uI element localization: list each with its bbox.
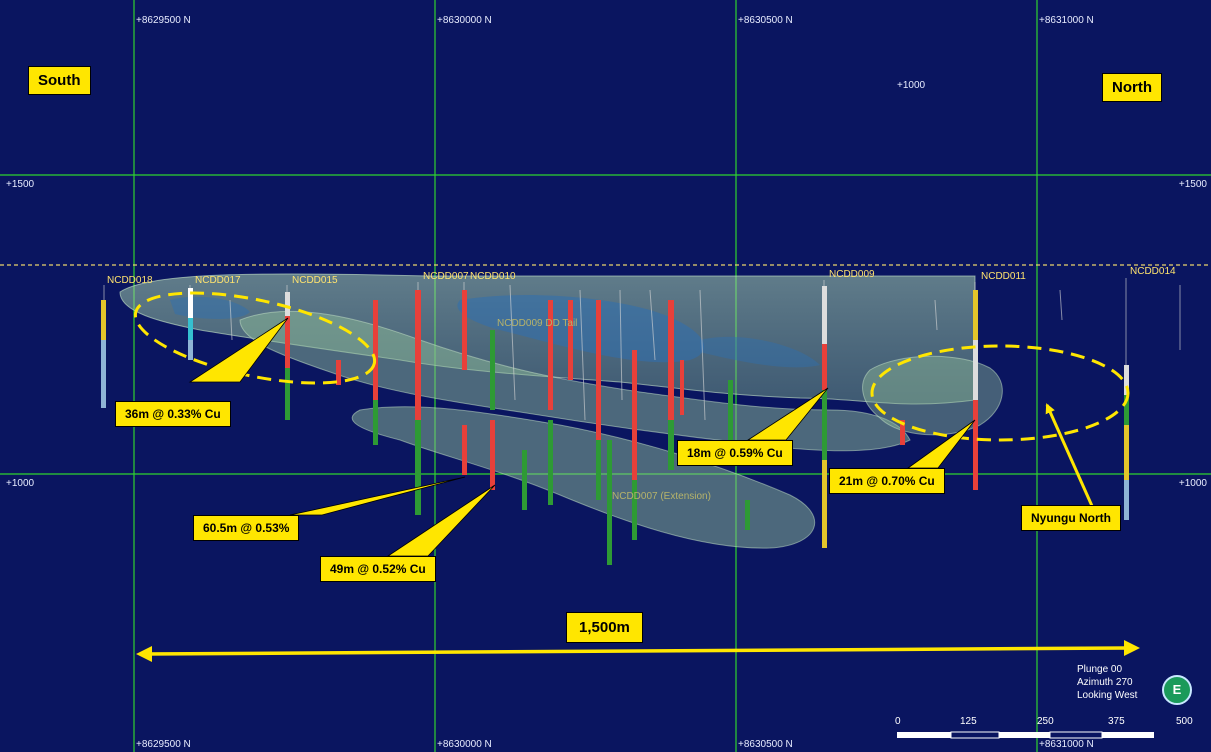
drillhole-ncdd011-trace <box>973 290 978 490</box>
drillhole-ncdd009-trace <box>822 286 827 548</box>
callout-pointers <box>188 317 976 557</box>
scale-bar-graphic <box>897 731 1154 739</box>
drillhole-ncdd018-trace <box>101 300 106 408</box>
thin-drill-traces <box>103 278 1181 421</box>
blue-core-3 <box>700 336 820 368</box>
northing-label-bottom: +8631000 N <box>1039 739 1094 750</box>
drillhole-label-ncdd014: NCDD014 <box>1130 266 1176 277</box>
northing-label-top: +8630500 N <box>738 15 793 26</box>
nyungu-north-label: Nyungu North <box>1021 505 1121 531</box>
scale-arrow-right-head <box>1124 640 1140 656</box>
north-label: North <box>1102 73 1162 102</box>
drillhole-ncdd014-trace <box>1124 365 1129 520</box>
northing-label-top: +8630000 N <box>437 15 492 26</box>
drillhole-label-ncdd015: NCDD015 <box>292 275 338 286</box>
scale-distance-label: 1,500m <box>566 612 643 643</box>
south-label: South <box>28 66 91 95</box>
drillhole-ncdd010-trace <box>462 290 467 475</box>
drillhole-ncdd007-trace <box>415 290 421 515</box>
intercept-callout-4: 18m @ 0.59% Cu <box>677 440 793 466</box>
drillhole-trace <box>596 300 601 500</box>
scale-tick-label: 0 <box>895 716 901 727</box>
drillhole-trace <box>490 330 495 490</box>
scale-tick-label: 125 <box>960 716 977 727</box>
drillhole-label-ncdd009: NCDD009 <box>829 269 875 280</box>
drillhole-trace <box>900 420 905 445</box>
drillhole-traces <box>101 278 1181 565</box>
drillhole-label-ncdd010: NCDD010 <box>470 271 516 282</box>
northing-label-top: +8631000 N <box>1039 15 1094 26</box>
view-orientation: Plunge 00 Azimuth 270 Looking West <box>1077 663 1137 702</box>
intercept-callout-1: 36m @ 0.33% Cu <box>115 401 231 427</box>
drillhole-trace <box>680 360 684 415</box>
intercept-callout-5: 21m @ 0.70% Cu <box>829 468 945 494</box>
intercept-callout-3: 49m @ 0.52% Cu <box>320 556 436 582</box>
drillhole-trace <box>373 300 378 445</box>
lower-shell <box>351 406 816 549</box>
drillhole-trace <box>336 360 341 385</box>
northing-label-bottom: +8629500 N <box>136 739 191 750</box>
callout-pointer-3 <box>386 484 496 557</box>
azimuth-text: Azimuth 270 <box>1077 677 1133 688</box>
northing-label-top: +8629500 N <box>136 15 191 26</box>
drillhole-trace <box>632 350 637 540</box>
drillhole-label-ncdd017: NCDD017 <box>195 275 241 286</box>
elevation-label-top: +1000 <box>897 80 926 91</box>
scale-tick-label: 375 <box>1108 716 1125 727</box>
looking-text: Looking West <box>1077 690 1138 701</box>
drillhole-trace <box>668 300 674 470</box>
elevation-label-left: +1000 <box>6 478 35 489</box>
drillhole-label-ncdd011: NCDD011 <box>981 271 1026 282</box>
elevation-label-left: +1500 <box>6 179 35 190</box>
blue-core-1 <box>457 295 705 363</box>
drillhole-trace <box>522 450 527 510</box>
intercept-callout-2: 60.5m @ 0.53% <box>193 515 300 541</box>
scale-tick-label: 250 <box>1037 716 1054 727</box>
callout-pointer-2 <box>289 476 466 516</box>
scale-tick-label: 500 <box>1176 716 1193 727</box>
target-ellipse-nyungu-north <box>870 344 1130 442</box>
northing-label-bottom: +8630000 N <box>437 739 492 750</box>
drillhole-trace <box>548 300 553 505</box>
northing-label-bottom: +8630500 N <box>738 739 793 750</box>
elevation-label-right: +1500 <box>1178 179 1207 190</box>
plunge-text: Plunge 00 <box>1077 664 1123 675</box>
callout-pointer-1 <box>188 317 289 383</box>
middle-shell <box>239 310 911 452</box>
compass-icon: E <box>1162 675 1192 705</box>
drillhole-trace <box>728 380 733 440</box>
drillhole-trace <box>745 500 750 530</box>
scale-arrow-line <box>144 646 1129 656</box>
drillhole-trace <box>607 440 612 565</box>
drillhole-label-ncdd007: NCDD007 <box>423 271 469 282</box>
scale-arrow-left-head <box>136 646 152 662</box>
north-shell <box>862 355 1003 436</box>
drillhole-trace <box>568 300 573 380</box>
drillhole-label-ncdd018: NCDD018 <box>107 275 153 286</box>
drillhole-label-ncdd007-extension: NCDD007 (Extension) <box>612 491 711 502</box>
drillhole-ncdd015-trace <box>285 292 290 420</box>
drillhole-ncdd017-trace <box>188 288 193 360</box>
target-ellipse-south <box>133 291 377 385</box>
elevation-label-right: +1000 <box>1178 478 1207 489</box>
mineralisation-shells <box>119 273 1003 549</box>
drillhole-label-ncdd009-tail: NCDD009 DD Tail <box>497 318 578 329</box>
nyungu-north-arrow <box>1045 403 1094 507</box>
